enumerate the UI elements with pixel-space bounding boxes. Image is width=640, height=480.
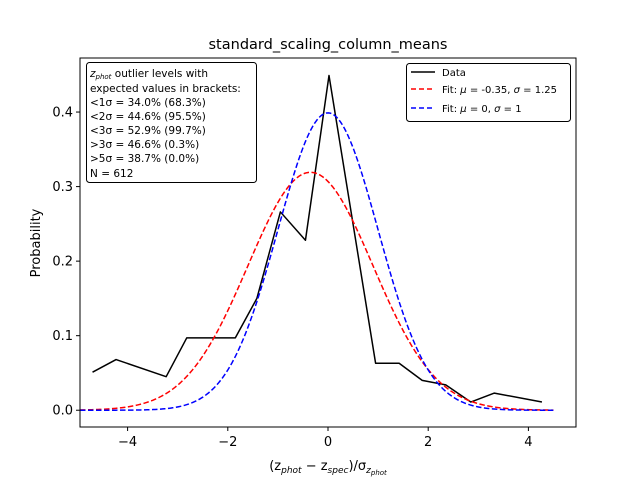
stats-line-2: expected values in brackets: (90, 83, 241, 95)
x-tick-label: 0 (324, 435, 332, 450)
y-tick-label: 0.3 (52, 180, 73, 195)
x-axis-ticks: −4 −2 0 2 4 (118, 427, 533, 450)
stats-level-4: >3σ = 46.6% (0.3%) (90, 139, 199, 151)
series-fit-red-line (80, 171, 554, 411)
legend-label-red-fit: Fit: μ = -0.35, σ = 1.25 (442, 85, 557, 96)
legend-label-blue-fit: Fit: μ = 0, σ = 1 (442, 104, 522, 115)
y-axis-label: Probability (29, 208, 44, 277)
x-tick-label: 2 (424, 435, 432, 450)
series-fit-blue-line (80, 112, 554, 411)
stats-box-frame (86, 62, 257, 183)
stats-count: N = 612 (90, 168, 133, 180)
legend: Data Fit: μ = -0.35, σ = 1.25 Fit: μ = 0… (406, 63, 571, 122)
series-data-line (92, 74, 543, 403)
series-layer (80, 74, 554, 411)
y-tick-label: 0.2 (52, 255, 73, 270)
outlier-stats-box: zphot outlier levels with expected value… (86, 62, 257, 183)
y-tick-label: 0.0 (52, 404, 73, 419)
stats-line-1: zphot outlier levels with (89, 68, 208, 81)
x-tick-label: 4 (524, 435, 532, 450)
y-tick-label: 0.4 (52, 106, 73, 121)
chart-title: standard_scaling_column_means (209, 37, 448, 53)
x-axis-label: (zphot − zspec)/σzphot (269, 459, 387, 477)
y-tick-label: 0.1 (52, 329, 73, 344)
stats-level-5: >5σ = 38.7% (0.0%) (90, 153, 199, 165)
x-tick-label: −4 (118, 435, 137, 450)
legend-label-data: Data (442, 68, 466, 79)
stats-level-3: <3σ = 52.9% (99.7%) (90, 125, 206, 137)
y-axis-ticks: 0.0 0.1 0.2 0.3 0.4 (52, 106, 80, 419)
stats-level-1: <1σ = 34.0% (68.3%) (90, 97, 206, 109)
stats-level-2: <2σ = 44.6% (95.5%) (90, 111, 206, 123)
plot-area: −4 −2 0 2 4 0.0 0.1 0.2 0.3 0.4 (52, 57, 577, 450)
x-tick-label: −2 (218, 435, 237, 450)
legend-frame (406, 63, 571, 122)
